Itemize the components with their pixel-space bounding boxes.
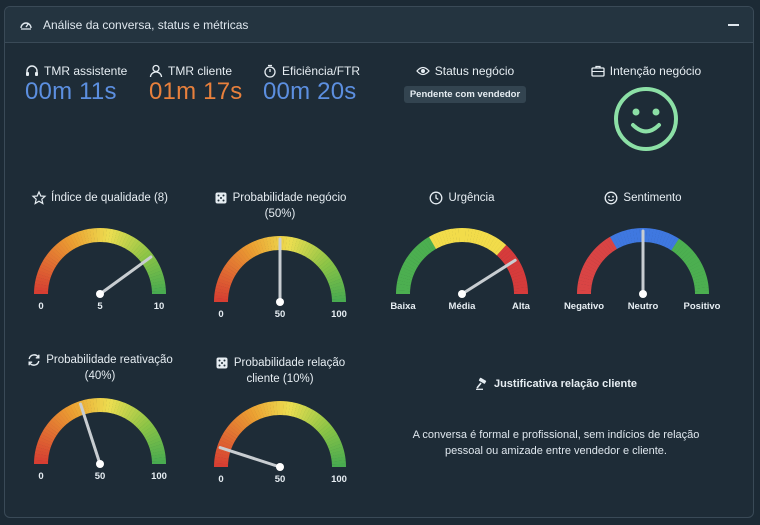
analysis-panel: Análise da conversa, status e métricas T… — [4, 6, 754, 518]
gauge-quality: Índice de qualidade (8) 0 5 10 — [25, 190, 175, 320]
metric-value: 01m 17s — [149, 78, 243, 105]
status-label: Status negócio — [434, 64, 515, 78]
metric-eficiencia: Eficiência/FTR 00m 20s — [263, 64, 360, 106]
justification-text: A conversa é formal e profissional, sem … — [412, 429, 700, 457]
gauge-title-text: Índice de qualidade (8) — [51, 192, 168, 204]
gauge-dial — [214, 236, 346, 306]
gauge-subtitle: (50%) — [264, 208, 296, 220]
gauge-title: Probabilidade relação cliente (10%) — [205, 355, 355, 387]
gauge-tick-label: 100 — [151, 471, 167, 482]
gauge-business-probability: Probabilidade negócio (50%) 0 50 100 — [205, 190, 355, 340]
metric-value: 00m 11s — [25, 78, 117, 105]
gauge-tick-label: 0 — [38, 471, 44, 482]
gauge-dial — [34, 228, 166, 298]
gauge-title-text: Sentimento — [623, 192, 682, 204]
gauge-tick-label: 10 — [153, 301, 165, 312]
gauge-tick-label: 0 — [38, 301, 44, 312]
gauge-needle — [218, 446, 282, 469]
gauge-tick-label: 0 — [218, 474, 224, 485]
metric-value: 00m 20s — [263, 78, 357, 105]
gauge-tick-label: 5 — [97, 301, 103, 312]
metric-tmr-assistente: TMR assistente 00m 11s — [25, 64, 127, 106]
gauge-urgency: Urgência Baixa Média Alta — [387, 190, 537, 320]
gauge-needle — [98, 255, 153, 296]
gauge-hub — [276, 463, 284, 471]
gauge-tick-label: Neutro — [627, 301, 659, 312]
gauge-title: Probabilidade negócio (50%) — [205, 190, 355, 222]
gauge-needle — [460, 258, 517, 296]
metric-label: Eficiência/FTR — [282, 64, 361, 78]
gauge-hub — [276, 298, 284, 306]
dice-icon — [215, 192, 227, 204]
gauge-title: Sentimento — [568, 190, 718, 206]
gauge-relationship: Probabilidade relação cliente (10%) 0 50 100 — [205, 355, 355, 505]
eye-icon — [415, 66, 430, 76]
gauge-dial — [34, 398, 166, 468]
gavel-icon — [475, 377, 487, 390]
gauge-tick-label: 100 — [331, 474, 347, 485]
gauge-title: Urgência — [387, 190, 537, 206]
intent-label: Intenção negócio — [609, 64, 702, 78]
dashboard-gauge-icon — [20, 21, 32, 30]
gauge-tick-label: Baixa — [390, 301, 416, 312]
gauge-tick-label: Positivo — [683, 301, 721, 312]
justification-header: Justificativa relação cliente — [401, 377, 711, 390]
clock-icon — [430, 191, 443, 205]
user-icon — [149, 64, 163, 78]
gauge-hub — [96, 290, 104, 298]
gauge-dial — [214, 401, 346, 471]
briefcase-icon — [591, 65, 605, 77]
gauge-hub — [639, 290, 647, 298]
gauge-tick-label: 100 — [331, 309, 347, 320]
gauge-sentiment: Sentimento Negativo Neutro Positivo — [564, 190, 721, 320]
gauge-tick-label: 50 — [274, 474, 286, 485]
gauge-tick-label: 50 — [94, 471, 106, 482]
metric-label: TMR cliente — [168, 64, 233, 78]
gauge-reactivation: Probabilidade reativação (40%) 0 50 100 — [25, 352, 175, 502]
metric-tmr-cliente: TMR cliente 01m 17s — [149, 64, 242, 106]
dice-icon — [216, 357, 228, 369]
gauge-title: Probabilidade reativação (40%) — [25, 352, 175, 384]
gauge-needle — [79, 402, 102, 466]
gauge-title-text: Probabilidade reativação — [46, 354, 173, 366]
gauge-tick-label: Média — [448, 301, 476, 312]
gauge-dial — [577, 228, 709, 298]
gauge-title-text: Probabilidade relação — [233, 357, 346, 369]
gauge-subtitle: cliente (10%) — [246, 373, 314, 385]
gauge-hub — [458, 290, 466, 298]
gauge-hub — [96, 460, 104, 468]
star-icon — [31, 190, 47, 205]
panel-title: Análise da conversa, status e métricas — [43, 17, 249, 32]
gauge-title-text: Urgência — [448, 192, 495, 204]
justification-title: Justificativa relação cliente — [493, 378, 638, 390]
intent-block: Intenção negócio — [591, 64, 701, 152]
panel-header: Análise da conversa, status e métricas — [5, 7, 753, 43]
smiley-icon — [614, 87, 678, 151]
gauge-subtitle: (40%) — [84, 370, 116, 382]
gauge-tick-label: Alta — [512, 301, 530, 312]
headset-icon — [26, 65, 38, 76]
gauge-tick-label: 0 — [218, 309, 224, 320]
status-block: Status negócio Pendente com vendedor — [403, 64, 527, 103]
metric-label: TMR assistente — [44, 64, 128, 78]
minimize-button[interactable] — [728, 23, 739, 26]
gauge-tick-label: Negativo — [563, 301, 605, 312]
gauge-title-text: Probabilidade negócio — [232, 192, 347, 204]
gauge-title: Índice de qualidade (8) — [25, 190, 175, 206]
gauge-tick-label: 50 — [274, 309, 286, 320]
gauge-dial — [396, 228, 528, 298]
stopwatch-icon — [264, 64, 276, 78]
status-badge: Pendente com vendedor — [403, 86, 527, 103]
smile-icon — [604, 191, 618, 205]
refresh-icon — [28, 354, 40, 366]
